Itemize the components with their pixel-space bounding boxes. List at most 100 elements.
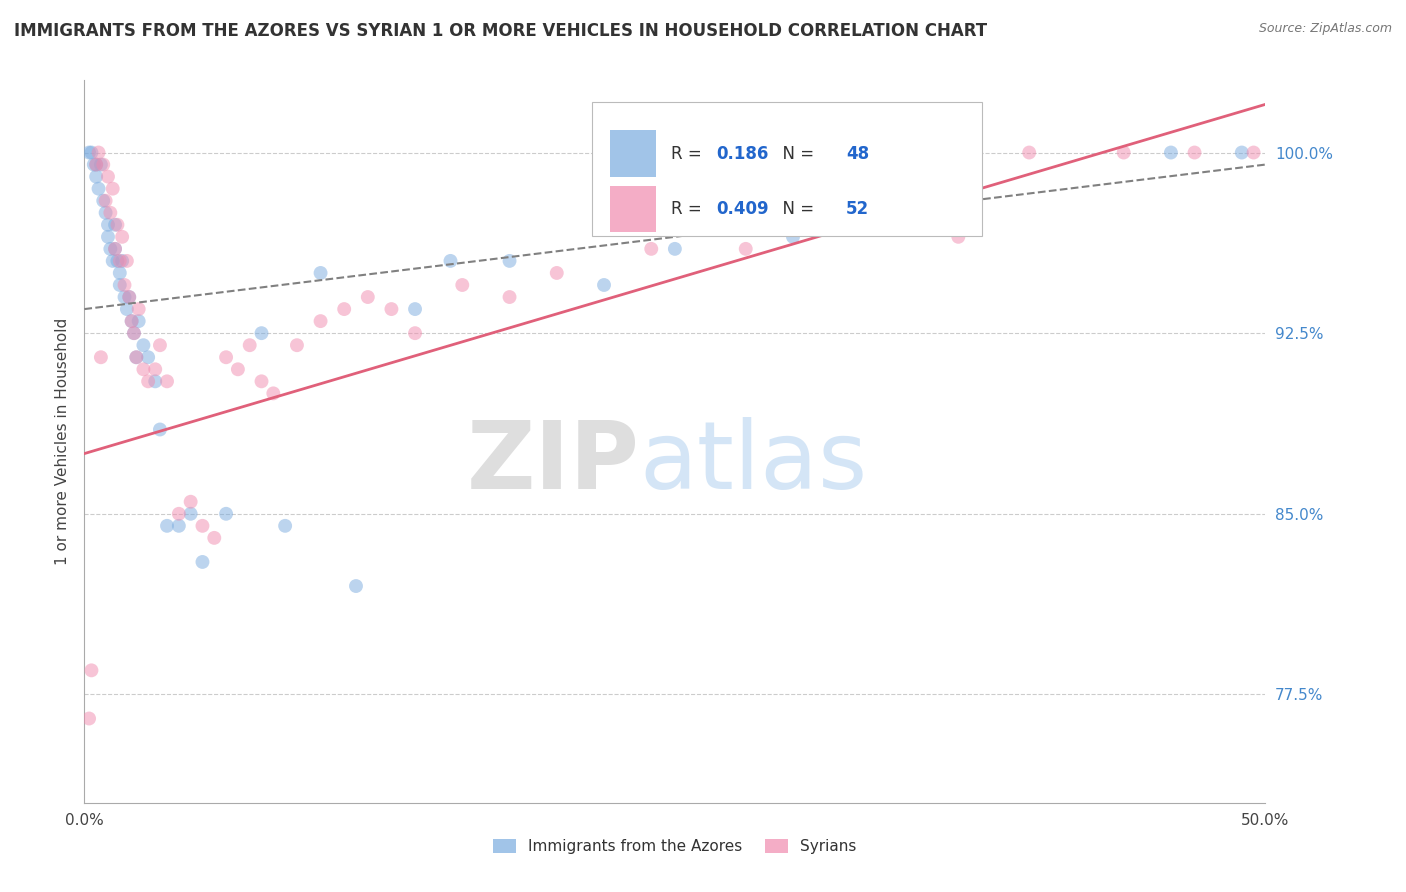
Point <box>90 350 112 364</box>
Point <box>115 301 138 316</box>
Point <box>101 181 124 195</box>
Point <box>108 266 131 280</box>
Point <box>191 518 214 533</box>
Point <box>333 301 356 316</box>
Point <box>121 314 143 328</box>
Point <box>91 194 114 208</box>
Point <box>404 301 426 316</box>
Point <box>97 169 120 184</box>
Point <box>498 253 520 268</box>
Point <box>122 326 145 340</box>
Point <box>546 266 568 280</box>
Text: N =: N = <box>772 200 820 219</box>
Point <box>250 374 273 388</box>
Text: R =: R = <box>671 200 707 219</box>
Text: 52: 52 <box>846 200 869 219</box>
Point <box>107 218 129 232</box>
Point <box>115 253 138 268</box>
Point <box>118 290 141 304</box>
Point <box>167 518 190 533</box>
Text: N =: N = <box>772 145 820 162</box>
Point <box>121 314 143 328</box>
Point <box>104 242 127 256</box>
Point <box>136 350 159 364</box>
Point <box>125 350 148 364</box>
Point <box>143 374 166 388</box>
Point <box>640 242 662 256</box>
Point <box>309 314 332 328</box>
Point <box>250 326 273 340</box>
Point <box>285 338 308 352</box>
Point <box>111 229 134 244</box>
Point <box>84 157 107 171</box>
Point <box>734 242 756 256</box>
Point <box>1160 145 1182 160</box>
Point <box>191 555 214 569</box>
Point <box>1018 145 1040 160</box>
Y-axis label: 1 or more Vehicles in Household: 1 or more Vehicles in Household <box>55 318 70 566</box>
Point <box>98 242 121 256</box>
Text: IMMIGRANTS FROM THE AZORES VS SYRIAN 1 OR MORE VEHICLES IN HOUSEHOLD CORRELATION: IMMIGRANTS FROM THE AZORES VS SYRIAN 1 O… <box>14 22 987 40</box>
Point <box>128 301 150 316</box>
Point <box>498 290 520 304</box>
Point <box>1112 145 1135 160</box>
Point <box>122 326 145 340</box>
Point <box>404 326 426 340</box>
Point <box>167 507 190 521</box>
Text: 0.186: 0.186 <box>716 145 769 162</box>
Point <box>215 350 238 364</box>
Point <box>104 218 127 232</box>
Text: ZIP: ZIP <box>467 417 640 509</box>
FancyBboxPatch shape <box>610 186 657 233</box>
Point <box>132 362 155 376</box>
Point <box>97 229 120 244</box>
Point <box>1184 145 1206 160</box>
Point <box>98 205 121 219</box>
Point <box>239 338 262 352</box>
Point <box>948 145 970 160</box>
Point <box>156 518 179 533</box>
Point <box>593 277 616 292</box>
Point <box>132 338 155 352</box>
Text: R =: R = <box>671 145 707 162</box>
Point <box>91 157 114 171</box>
Point <box>439 253 461 268</box>
Point <box>118 290 141 304</box>
FancyBboxPatch shape <box>610 130 657 177</box>
Point <box>136 374 159 388</box>
Point <box>77 145 100 160</box>
Point <box>451 277 474 292</box>
Point <box>101 253 124 268</box>
Point <box>309 266 332 280</box>
Point <box>782 229 804 244</box>
Text: 0.409: 0.409 <box>716 200 769 219</box>
Point <box>380 301 402 316</box>
Text: atlas: atlas <box>640 417 868 509</box>
Point <box>180 507 202 521</box>
Point <box>94 194 117 208</box>
Point <box>107 253 129 268</box>
Point <box>114 290 136 304</box>
Point <box>274 518 297 533</box>
Point <box>852 218 875 232</box>
Point <box>108 277 131 292</box>
Point <box>94 205 117 219</box>
Point <box>664 242 686 256</box>
Point <box>149 422 172 436</box>
Point <box>357 290 380 304</box>
Legend: Immigrants from the Azores, Syrians: Immigrants from the Azores, Syrians <box>486 833 863 860</box>
Point <box>108 253 131 268</box>
Text: Source: ZipAtlas.com: Source: ZipAtlas.com <box>1258 22 1392 36</box>
Point <box>226 362 249 376</box>
Point <box>90 157 112 171</box>
Point <box>97 218 120 232</box>
Point <box>1230 145 1253 160</box>
Point <box>202 531 225 545</box>
Point <box>948 229 970 244</box>
Point <box>84 157 107 171</box>
Point <box>1243 145 1265 160</box>
Point <box>77 711 100 725</box>
Point <box>114 277 136 292</box>
Text: 48: 48 <box>846 145 869 162</box>
Point <box>87 181 110 195</box>
